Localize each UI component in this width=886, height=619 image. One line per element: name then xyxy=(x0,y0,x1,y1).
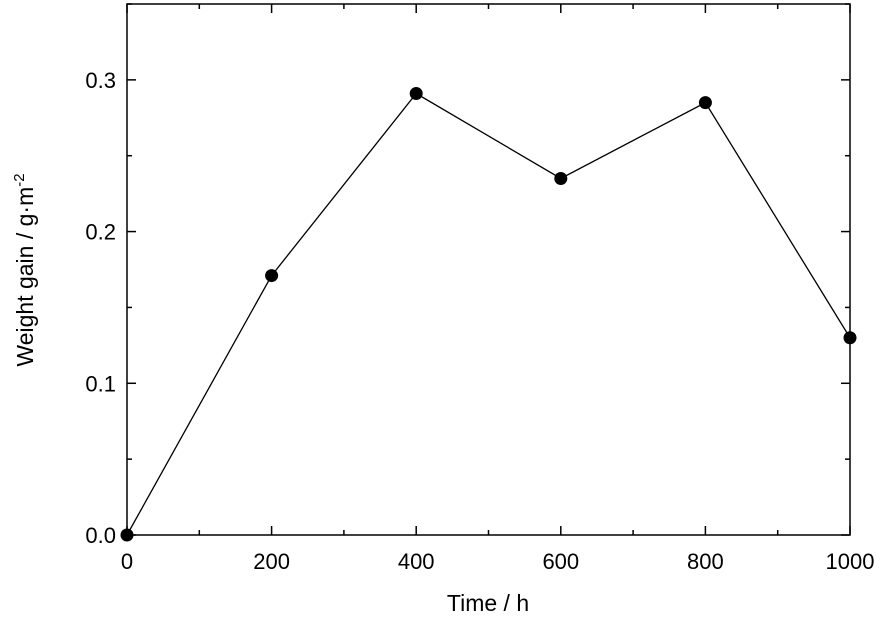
axis-ticks xyxy=(126,3,851,536)
data-point xyxy=(554,171,568,185)
x-tick-label: 800 xyxy=(687,549,724,574)
data-point xyxy=(843,331,857,345)
x-tick-label: 400 xyxy=(398,549,435,574)
plot-frame xyxy=(126,3,851,536)
y-tick-label: 0.0 xyxy=(85,523,116,548)
x-tick-label: 0 xyxy=(121,549,133,574)
y-axis-title-superscript: -2 xyxy=(11,173,28,186)
x-tick-label: 1000 xyxy=(826,549,875,574)
data-point xyxy=(409,87,423,101)
y-axis-title-main: Weight gain / g·m xyxy=(12,187,38,367)
x-tick-label: 200 xyxy=(253,549,290,574)
y-axis-title: Weight gain / g·m-2 xyxy=(11,173,38,366)
data-point xyxy=(698,96,712,110)
x-axis-title: Time / h xyxy=(447,590,529,616)
y-tick-label: 0.2 xyxy=(85,220,116,245)
data-point xyxy=(120,528,134,542)
y-tick-label: 0.3 xyxy=(85,68,116,93)
data-markers xyxy=(120,87,857,542)
x-tick-label: 600 xyxy=(542,549,579,574)
series-line xyxy=(126,92,851,536)
tick-labels: 0 200 400 600 800 1000 0.0 0.1 0.2 0.3 xyxy=(85,68,874,574)
y-tick-label: 0.1 xyxy=(85,371,116,396)
data-point xyxy=(265,269,279,283)
